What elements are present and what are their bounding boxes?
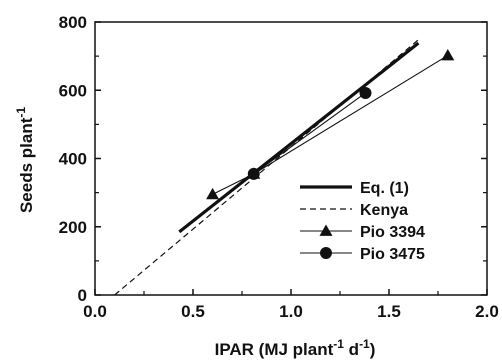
y-axis-title: Seeds plant-1: [14, 107, 36, 213]
legend-item-eq-1: Eq. (1): [300, 180, 409, 197]
x-tick-label: 0.0: [83, 302, 107, 321]
plot-border: [94, 21, 488, 296]
data-point-pio-3475: [247, 167, 260, 180]
legend-item-pio-3475: Pio 3475: [300, 246, 425, 263]
y-axis-ticks: 0 200 400 600 800: [59, 13, 487, 305]
x-axis-ticks: 0.0 0.5 1.0 1.5 2.0: [83, 289, 499, 321]
series-line-pio-3475: [253, 92, 366, 175]
plot-frame: [94, 21, 488, 296]
y-tick-label: 0: [78, 286, 87, 305]
data-point-pio-3394: [441, 48, 455, 61]
legend-label: Pio 3394: [360, 224, 425, 241]
legend: Eq. (1) Kenya Pio 3394 Pio 3475: [300, 180, 425, 263]
x-tick-label: 0.5: [181, 302, 205, 321]
legend-marker-triangle: [319, 224, 333, 236]
series-layer: [114, 39, 455, 296]
series-line-eq-1: [178, 41, 420, 234]
legend-marker-circle: [320, 247, 332, 259]
series-pio-3475: [247, 86, 372, 180]
x-tick-label: 1.5: [377, 302, 401, 321]
legend-item-pio-3394: Pio 3394: [300, 224, 425, 241]
legend-label: Kenya: [360, 202, 408, 219]
series-pio-3394: [206, 48, 455, 200]
legend-label: Eq. (1): [360, 180, 409, 197]
y-tick-label: 400: [59, 150, 87, 169]
data-point-pio-3475: [359, 86, 372, 99]
x-axis-title: IPAR (MJ plant-1 d-1): [215, 337, 376, 359]
series-kenya: [114, 39, 419, 296]
data-point-pio-3394: [206, 187, 220, 200]
legend-label: Pio 3475: [360, 246, 425, 263]
series-eq-1: [178, 41, 420, 234]
y-tick-label: 200: [59, 218, 87, 237]
x-tick-label: 1.0: [279, 302, 303, 321]
y-tick-label: 800: [59, 13, 87, 32]
x-tick-label: 2.0: [475, 302, 499, 321]
series-line-kenya: [114, 39, 419, 296]
y-tick-label: 600: [59, 81, 87, 100]
legend-item-kenya: Kenya: [300, 202, 408, 219]
